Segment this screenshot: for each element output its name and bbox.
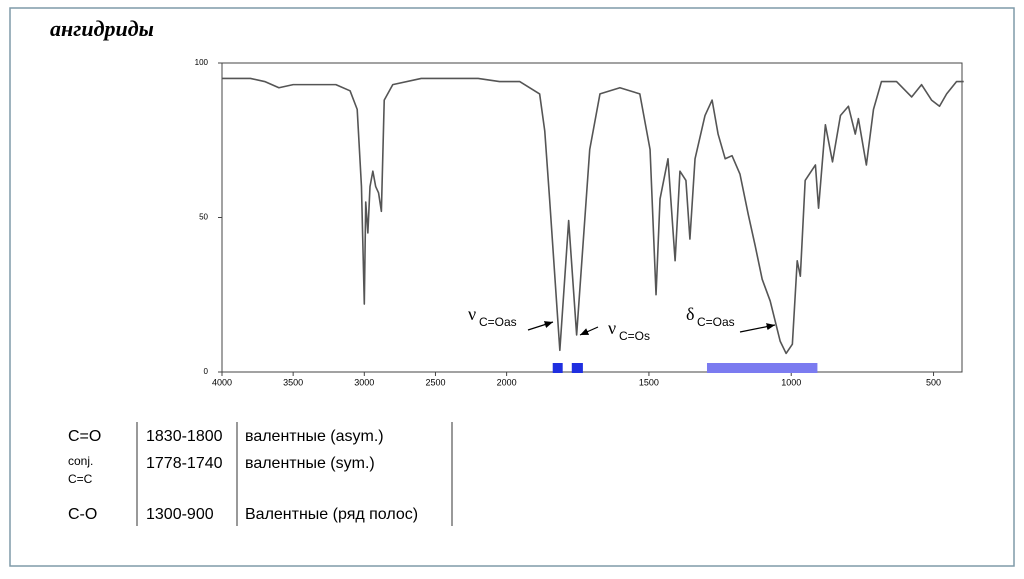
range-band <box>552 363 563 373</box>
annotation-arrow <box>579 326 599 336</box>
plot-frame <box>221 62 963 373</box>
range-band <box>571 363 583 373</box>
y-tick-label: 50 <box>199 213 208 222</box>
x-tick-label: 2000 <box>497 377 517 387</box>
annotation-subscript: C=Os <box>619 329 650 343</box>
annotation-arrow <box>739 323 776 333</box>
x-tick-label: 2500 <box>425 377 445 387</box>
slide-frame <box>9 7 1015 567</box>
y-tick-label: 0 <box>204 367 209 376</box>
annotation-arrow <box>527 321 554 331</box>
x-tick-label: 1500 <box>639 377 659 387</box>
x-tick-label: 3500 <box>283 377 303 387</box>
x-tick-label: 3000 <box>354 377 374 387</box>
table-cell-line: C=C <box>68 472 93 486</box>
table-cell-line: conj. <box>68 454 93 468</box>
x-tick-label: 4000 <box>212 377 232 387</box>
annotation-subscript: C=Oas <box>479 315 517 329</box>
y-tick-label: 100 <box>195 58 209 67</box>
table-cell: C-O <box>68 506 97 523</box>
range-band <box>706 363 818 373</box>
annotation-symbol: ν <box>468 304 476 324</box>
table-cell: C=O <box>68 428 101 445</box>
table-cell: 1830-1800 <box>146 428 223 445</box>
x-tick-label: 500 <box>926 377 941 387</box>
table-cell: 1778-1740 <box>146 455 223 472</box>
annotation-subscript: C=Oas <box>697 315 735 329</box>
table-cell: Валентные (ряд полос) <box>245 506 418 523</box>
x-tick-label: 1000 <box>781 377 801 387</box>
table-cell: валентные (asym.) <box>245 428 384 445</box>
table-cell: 1300-900 <box>146 506 214 523</box>
table-cell: валентные (sym.) <box>245 455 375 472</box>
spectrum-line <box>222 77 964 355</box>
table-cell: conj. C=C <box>68 454 93 486</box>
annotation-symbol: δ <box>686 304 694 324</box>
annotation-symbol: ν <box>608 318 616 338</box>
slide-title: ангидриды <box>50 16 154 41</box>
